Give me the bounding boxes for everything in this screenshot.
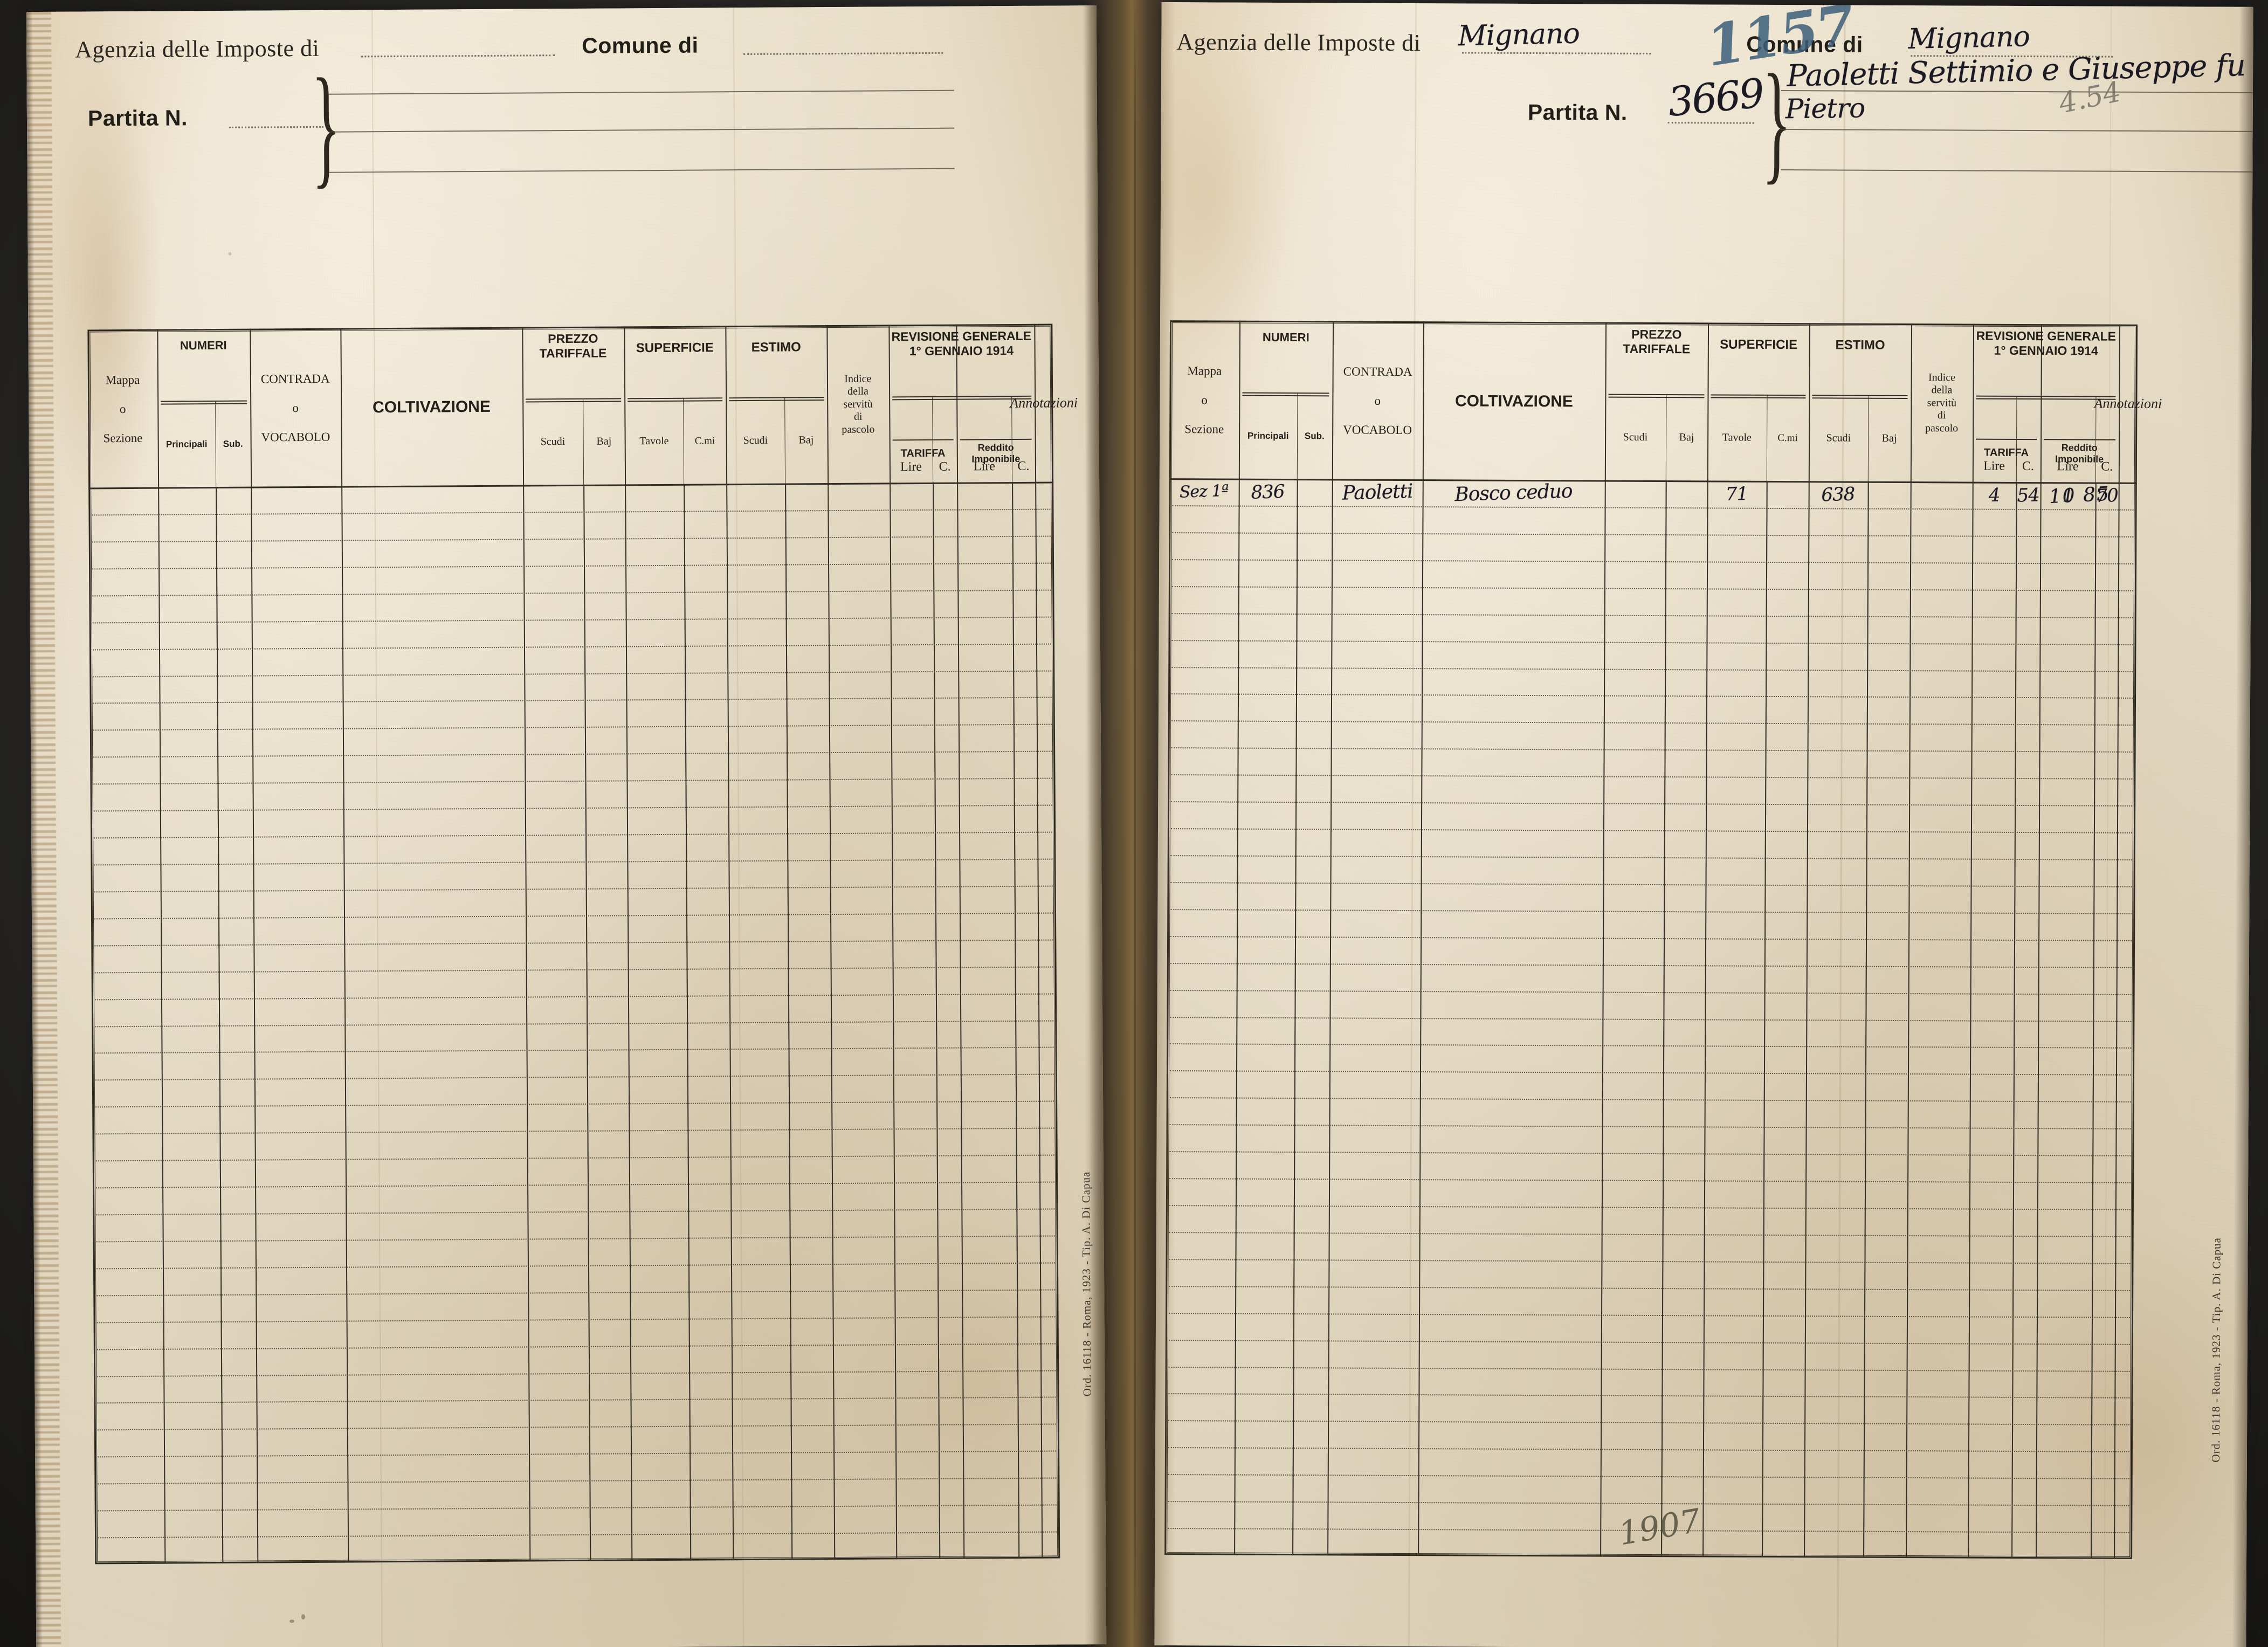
- cell-contrada-vocabolo: Paoletti: [1341, 480, 1413, 505]
- header-tariffa-lire: Lire: [900, 459, 922, 474]
- header-estimo-scudi: Scudi: [1826, 432, 1851, 444]
- header-numeri-sub: Sub.: [223, 438, 243, 449]
- brace-left: }: [311, 51, 341, 201]
- header-estimo-scudi: Scudi: [743, 434, 768, 447]
- partita-label-right: Partita N.: [1527, 99, 1628, 125]
- page-edge-shadow-left: [26, 12, 43, 1647]
- intestatario-line-2-right: [1781, 129, 2253, 133]
- header-mappa-sezione: Mappa o Sezione: [1184, 363, 1224, 436]
- partita-value-right: 3669: [1666, 70, 1766, 126]
- cell-reddito-imponibile-figure: 10 85: [2048, 483, 2111, 508]
- header-numeri-principali: Principali: [166, 439, 208, 450]
- header-annotazioni: Annotazioni: [2094, 395, 2162, 412]
- header-superficie-group: SUPERFICIE: [636, 340, 714, 356]
- header-contrada-vocabolo: CONTRADA o VOCABOLO: [260, 371, 330, 444]
- header-reddito-lire: Lire: [2057, 459, 2079, 474]
- frayed-edge-left: [26, 11, 61, 1647]
- intestatario-line-3-right: [1781, 169, 2253, 174]
- header-superficie-tavole: Tavole: [1722, 431, 1752, 444]
- header-numeri-principali: Principali: [1247, 430, 1289, 441]
- header-indice-servitu-pascolo: Indice della servitù di pascolo: [842, 373, 875, 436]
- ink-speck: [301, 1614, 305, 1620]
- header-tariffa-c: C.: [939, 459, 951, 474]
- intestatario-line-1-left: [328, 89, 954, 95]
- header-prezzo-baj: Baj: [1679, 431, 1694, 444]
- comune-fill-line-left: [743, 52, 943, 56]
- agenzia-label-left: Agenzia delle Imposte di: [75, 35, 320, 63]
- ledger-page-left: Agenzia delle Imposte di Comune di Parti…: [26, 5, 1107, 1647]
- header-prezzo-baj: Baj: [596, 435, 612, 447]
- printer-imprint-left: Ord. 16118 - Roma, 1923 - Tip. A. Di Cap…: [1079, 1171, 1094, 1397]
- intestatario-value-2-right: Pietro: [1785, 92, 1865, 125]
- header-estimo-group: ESTIMO: [751, 340, 801, 355]
- header-tariffa-c: C.: [2022, 459, 2035, 474]
- ink-speck: [289, 1620, 295, 1623]
- ink-speck: [228, 252, 232, 256]
- header-reddito-lire: Lire: [973, 459, 996, 474]
- header-prezzo-tariffale-group: PREZZO TARIFFALE: [1623, 327, 1691, 356]
- header-prezzo-scudi: Scudi: [1623, 431, 1648, 444]
- header-reddito-c: C.: [1017, 459, 1030, 473]
- header-superficie-tavole: Tavole: [639, 435, 669, 447]
- partita-fill-line-left: [229, 126, 324, 128]
- cell-coltivazione: Bosco ceduo: [1454, 480, 1573, 506]
- cadastral-table-left: Mappa o Sezione NUMERI Principali Sub. CONTRAD…: [87, 323, 1078, 1565]
- header-indice-servitu-pascolo: Indice della servitù di pascolo: [1925, 371, 1959, 435]
- header-estimo-group: ESTIMO: [1835, 337, 1885, 353]
- ledger-page-right: Agenzia delle Imposte di Mignano Comune …: [1154, 2, 2253, 1647]
- gutter-shadow-left: [1082, 5, 1107, 1645]
- agenzia-label-right: Agenzia delle Imposte di: [1176, 29, 1421, 57]
- header-tariffa-lire: Lire: [1983, 459, 2005, 473]
- comune-label-left: Comune di: [582, 32, 699, 58]
- header-estimo-baj: Baj: [1881, 432, 1897, 445]
- intestatario-line-3-left: [329, 168, 955, 173]
- header-prezzo-tariffale-group: PREZZO TARIFFALE: [539, 331, 607, 361]
- header-numeri-sub: Sub.: [1304, 431, 1325, 442]
- header-coltivazione: COLTIVAZIONE: [372, 397, 491, 417]
- edge-foxing: [1154, 34, 1291, 359]
- header-superficie-cmi: C.mi: [1777, 432, 1798, 444]
- header-prezzo-scudi: Scudi: [540, 436, 566, 448]
- cell-tariffa-c: 54: [2016, 484, 2039, 507]
- partita-label-left: Partita N.: [87, 105, 188, 131]
- header-superficie-group: SUPERFICIE: [1720, 337, 1798, 353]
- cell-mappa-sezione: Sez 1ª: [1179, 481, 1229, 502]
- header-superficie-cmi: C.mi: [694, 435, 715, 447]
- intestatario-line-2-left: [329, 127, 955, 133]
- agenzia-fill-line-left: [361, 54, 555, 58]
- header-annotazioni: Annotazioni: [1010, 395, 1078, 411]
- cell-tariffa-lire: 4: [1988, 484, 2000, 507]
- header-estimo-baj: Baj: [798, 434, 814, 446]
- header-mappa-sezione: Mappa o Sezione: [103, 373, 143, 445]
- header-revisione-generale: REVISIONE GENERALE 1° GENNAIO 1914: [891, 328, 1032, 359]
- agenzia-value-right: Mignano: [1457, 17, 1580, 53]
- header-numeri-group: NUMERI: [1262, 330, 1309, 344]
- header-coltivazione: COLTIVAZIONE: [1454, 392, 1573, 411]
- header-revisione-generale: REVISIONE GENERALE 1° GENNAIO 1914: [1976, 328, 2117, 358]
- header-contrada-vocabolo: CONTRADA o VOCABOLO: [1343, 364, 1412, 437]
- page-edge-shadow-right: [2232, 6, 2253, 1647]
- book-spine-line: [1134, 0, 1136, 1647]
- printer-imprint-right: Ord. 16118 - Roma, 1923 - Tip. A. Di Cap…: [2209, 1237, 2223, 1463]
- header-reddito-c: C.: [2101, 459, 2113, 474]
- cell-numeri-principali: 836: [1251, 481, 1285, 504]
- header-numeri-group: NUMERI: [180, 338, 227, 353]
- comune-value-right: Mignano: [1907, 20, 2030, 56]
- cadastral-table-right: Mappa o Sezione NUMERI Principali Sub. CONTRAD…: [1164, 320, 2162, 1559]
- agenzia-fill-line-right: [1462, 52, 1651, 54]
- table-row[interactable]: Sez 1ª 836 Paoletti Bosco ceduo 71 638 4 54 1 70 1…: [1169, 478, 2137, 509]
- cell-superficie-tavole: 71: [1725, 483, 1748, 506]
- cell-estimo-scudi: 638: [1821, 483, 1856, 506]
